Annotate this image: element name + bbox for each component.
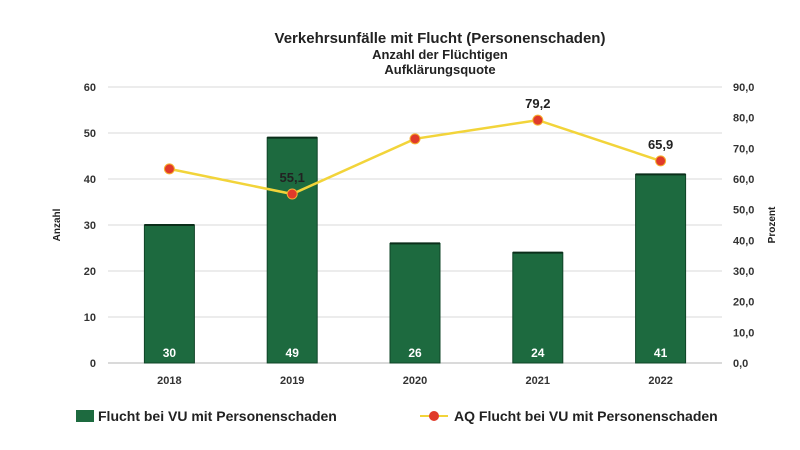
legend-item-line: AQ Flucht bei VU mit Personenschaden: [420, 408, 718, 424]
legend-bar-label: Flucht bei VU mit Personenschaden: [98, 408, 337, 424]
y2-axis-title: Prozent: [767, 206, 778, 243]
bar-value-label: 26: [408, 346, 422, 360]
legend-line-marker: [420, 410, 448, 422]
y-tick-label: 20: [84, 266, 96, 278]
chart-subtitle-2: Aufklärungsquote: [384, 62, 496, 77]
y-tick-label: 60: [84, 82, 96, 94]
bar: [389, 242, 441, 364]
y2-tick-label: 80,0: [733, 113, 754, 125]
y-axis-title: Anzahl: [52, 208, 63, 241]
bar-value-label: 24: [531, 346, 545, 360]
y2-tick-label: 40,0: [733, 235, 754, 247]
line-point: [532, 114, 544, 126]
line-point: [655, 155, 667, 167]
y-tick-label: 0: [90, 358, 96, 370]
line-path: [169, 118, 661, 196]
chart-title: Verkehrsunfälle mit Flucht (Personenscha…: [274, 30, 606, 47]
x-axis-ticks: 2018 2019 2020 2021 2022: [157, 375, 673, 387]
left-axis-ticks: 0 10 20 30 40 50 60: [84, 82, 96, 370]
combo-chart: 0 10 20 30 40 50 60 0,0 10,0 20,0 30,0 40,0 50,0 60,…: [52, 82, 778, 387]
legend-item-bars: Flucht bei VU mit Personenschaden: [76, 408, 337, 424]
x-tick-label: 2021: [526, 375, 550, 387]
line-value-label: 65,9: [648, 137, 673, 152]
x-tick-label: 2020: [403, 375, 427, 387]
line-point: [286, 188, 298, 200]
y2-tick-label: 0,0: [733, 358, 748, 370]
legend-line-label: AQ Flucht bei VU mit Personenschaden: [454, 408, 718, 424]
y2-tick-label: 30,0: [733, 266, 754, 278]
y2-tick-label: 70,0: [733, 143, 754, 155]
line-point: [409, 133, 421, 145]
line-series: [163, 114, 667, 200]
y2-tick-label: 90,0: [733, 82, 754, 94]
legend-bar-swatch: [76, 410, 94, 422]
y2-tick-label: 20,0: [733, 297, 754, 309]
line-point: [163, 163, 175, 175]
y2-tick-label: 60,0: [733, 174, 754, 186]
x-tick-label: 2022: [648, 375, 672, 387]
y-tick-label: 10: [84, 312, 96, 324]
bar-series: [143, 136, 687, 364]
chart-title-block: Verkehrsunfälle mit Flucht (Personenscha…: [0, 30, 800, 77]
bar-labels: 30 49 26 24 41: [163, 346, 668, 360]
bar: [143, 224, 195, 364]
bar-value-label: 49: [286, 346, 300, 360]
chart-subtitle-1: Anzahl der Flüchtigen: [372, 47, 508, 62]
bar: [635, 173, 687, 364]
x-tick-label: 2018: [157, 375, 181, 387]
y2-tick-label: 10,0: [733, 327, 754, 339]
right-axis-ticks: 0,0 10,0 20,0 30,0 40,0 50,0 60,0 70,0 80,0 90,0: [733, 82, 754, 370]
bar-value-label: 30: [163, 346, 177, 360]
x-tick-label: 2019: [280, 375, 304, 387]
y-tick-label: 30: [84, 220, 96, 232]
bar-value-label: 41: [654, 346, 668, 360]
line-labels: 55,1 79,2 65,9: [280, 96, 674, 185]
bar: [512, 252, 564, 364]
y-tick-label: 50: [84, 128, 96, 140]
line-value-label: 79,2: [525, 96, 550, 111]
bar: [266, 137, 318, 364]
y2-tick-label: 50,0: [733, 205, 754, 217]
y-tick-label: 40: [84, 174, 96, 186]
legend: Flucht bei VU mit Personenschaden AQ Flu…: [0, 408, 800, 428]
line-value-label: 55,1: [280, 170, 305, 185]
